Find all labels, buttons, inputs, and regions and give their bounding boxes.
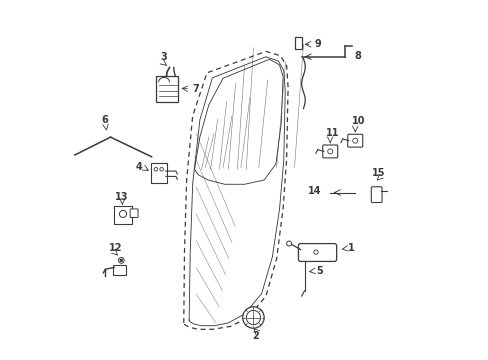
FancyBboxPatch shape xyxy=(347,134,362,147)
Circle shape xyxy=(154,167,157,171)
Text: 3: 3 xyxy=(161,52,167,62)
Circle shape xyxy=(120,259,122,262)
Text: 6: 6 xyxy=(102,114,108,125)
FancyBboxPatch shape xyxy=(156,76,178,102)
Text: 1: 1 xyxy=(347,243,354,253)
FancyBboxPatch shape xyxy=(322,145,337,158)
Circle shape xyxy=(327,149,332,154)
FancyBboxPatch shape xyxy=(114,206,131,224)
Text: 10: 10 xyxy=(351,116,365,126)
Circle shape xyxy=(352,138,357,143)
Text: 14: 14 xyxy=(307,186,321,197)
Circle shape xyxy=(160,167,163,171)
Text: 15: 15 xyxy=(372,168,385,178)
FancyBboxPatch shape xyxy=(151,163,166,183)
Circle shape xyxy=(313,250,317,254)
Text: 8: 8 xyxy=(354,51,361,61)
Circle shape xyxy=(242,307,264,328)
Text: 11: 11 xyxy=(325,128,339,138)
FancyBboxPatch shape xyxy=(370,187,381,203)
Text: 4: 4 xyxy=(135,162,142,172)
FancyBboxPatch shape xyxy=(130,209,138,217)
Circle shape xyxy=(286,241,291,246)
FancyBboxPatch shape xyxy=(298,244,336,261)
Text: 2: 2 xyxy=(251,331,258,341)
Text: 7: 7 xyxy=(192,84,199,94)
FancyBboxPatch shape xyxy=(294,37,302,49)
Circle shape xyxy=(118,257,124,263)
Text: 13: 13 xyxy=(115,192,128,202)
Circle shape xyxy=(246,310,260,325)
Text: 9: 9 xyxy=(313,39,320,49)
Circle shape xyxy=(119,210,126,217)
FancyBboxPatch shape xyxy=(113,265,125,275)
Text: 12: 12 xyxy=(109,243,122,253)
Text: 5: 5 xyxy=(315,266,322,276)
